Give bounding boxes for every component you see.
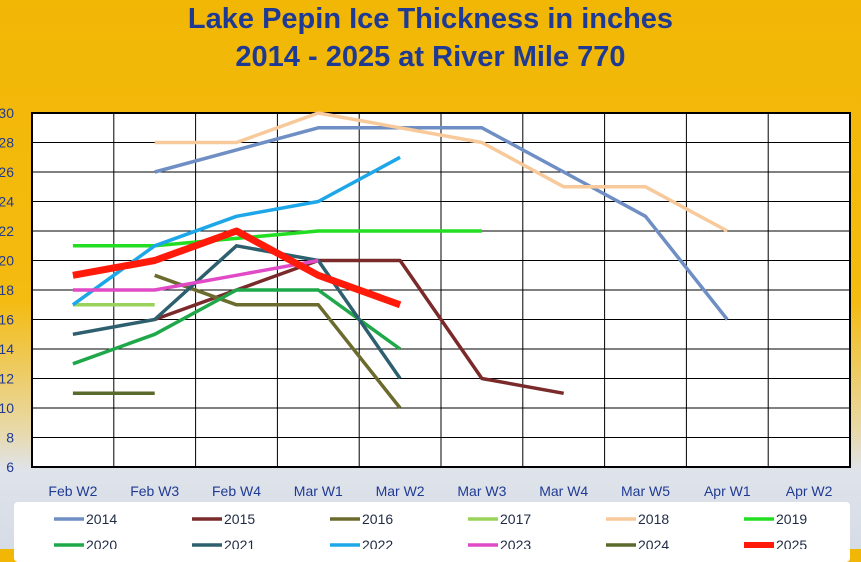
- legend-label-2025: 2025: [776, 537, 807, 549]
- legend-label-2015: 2015: [224, 511, 255, 527]
- legend-label-2016: 2016: [362, 511, 393, 527]
- series-line-2014: [154, 126, 729, 321]
- x-tick-label: Mar W5: [621, 483, 670, 499]
- x-tick-label: Apr W2: [786, 483, 833, 499]
- y-tick-label: 14: [0, 341, 14, 357]
- x-tick-label: Mar W3: [457, 483, 506, 499]
- y-tick-label: 22: [0, 223, 14, 239]
- y-tick-label: 26: [0, 164, 14, 180]
- y-tick-label: 24: [0, 194, 14, 210]
- series-line-2016: [154, 273, 402, 410]
- series-line-2015: [154, 258, 565, 396]
- y-tick-label: 28: [0, 135, 14, 151]
- y-tick-label: 6: [6, 459, 14, 475]
- legend-label-2020: 2020: [86, 537, 117, 549]
- y-tick-label: 8: [6, 430, 14, 446]
- legend-label-2019: 2019: [776, 511, 807, 527]
- x-tick-label: Mar W4: [539, 483, 588, 499]
- series-line-2020: [72, 288, 402, 366]
- x-tick-label: Mar W2: [376, 483, 425, 499]
- y-tick-label: 18: [0, 282, 14, 298]
- legend-label-2024: 2024: [638, 537, 669, 549]
- series-line-2019: [72, 229, 482, 248]
- chart-title-line-1: Lake Pepin Ice Thickness in inches: [187, 3, 674, 35]
- series-line-2018: [154, 111, 729, 233]
- y-tick-label: 10: [0, 400, 14, 416]
- chart-title-line-2: 2014 - 2025 at River Mile 770: [235, 41, 626, 73]
- legend-label-2023: 2023: [500, 537, 531, 549]
- x-tick-label: Feb W4: [212, 483, 261, 499]
- y-tick-label: 20: [0, 253, 14, 269]
- series-line-2023: [72, 258, 319, 292]
- series-line-2021: [72, 244, 402, 380]
- x-tick-label: Mar W1: [294, 483, 343, 499]
- x-tick-label: Apr W1: [704, 483, 751, 499]
- legend-label-2017: 2017: [500, 511, 531, 527]
- legend-label-2018: 2018: [638, 511, 669, 527]
- legend-label-2022: 2022: [362, 537, 393, 549]
- x-tick-label: Feb W3: [130, 483, 179, 499]
- legend-label-2014: 2014: [86, 511, 117, 527]
- chart-title: Lake Pepin Ice Thickness in inches 2014 …: [0, 0, 861, 76]
- y-tick-label: 12: [0, 371, 14, 387]
- x-tick-label: Feb W2: [48, 483, 97, 499]
- y-tick-label: 30: [0, 105, 14, 121]
- series-line-2025: [72, 227, 402, 309]
- legend-label-2021: 2021: [224, 537, 255, 549]
- y-tick-label: 16: [0, 312, 14, 328]
